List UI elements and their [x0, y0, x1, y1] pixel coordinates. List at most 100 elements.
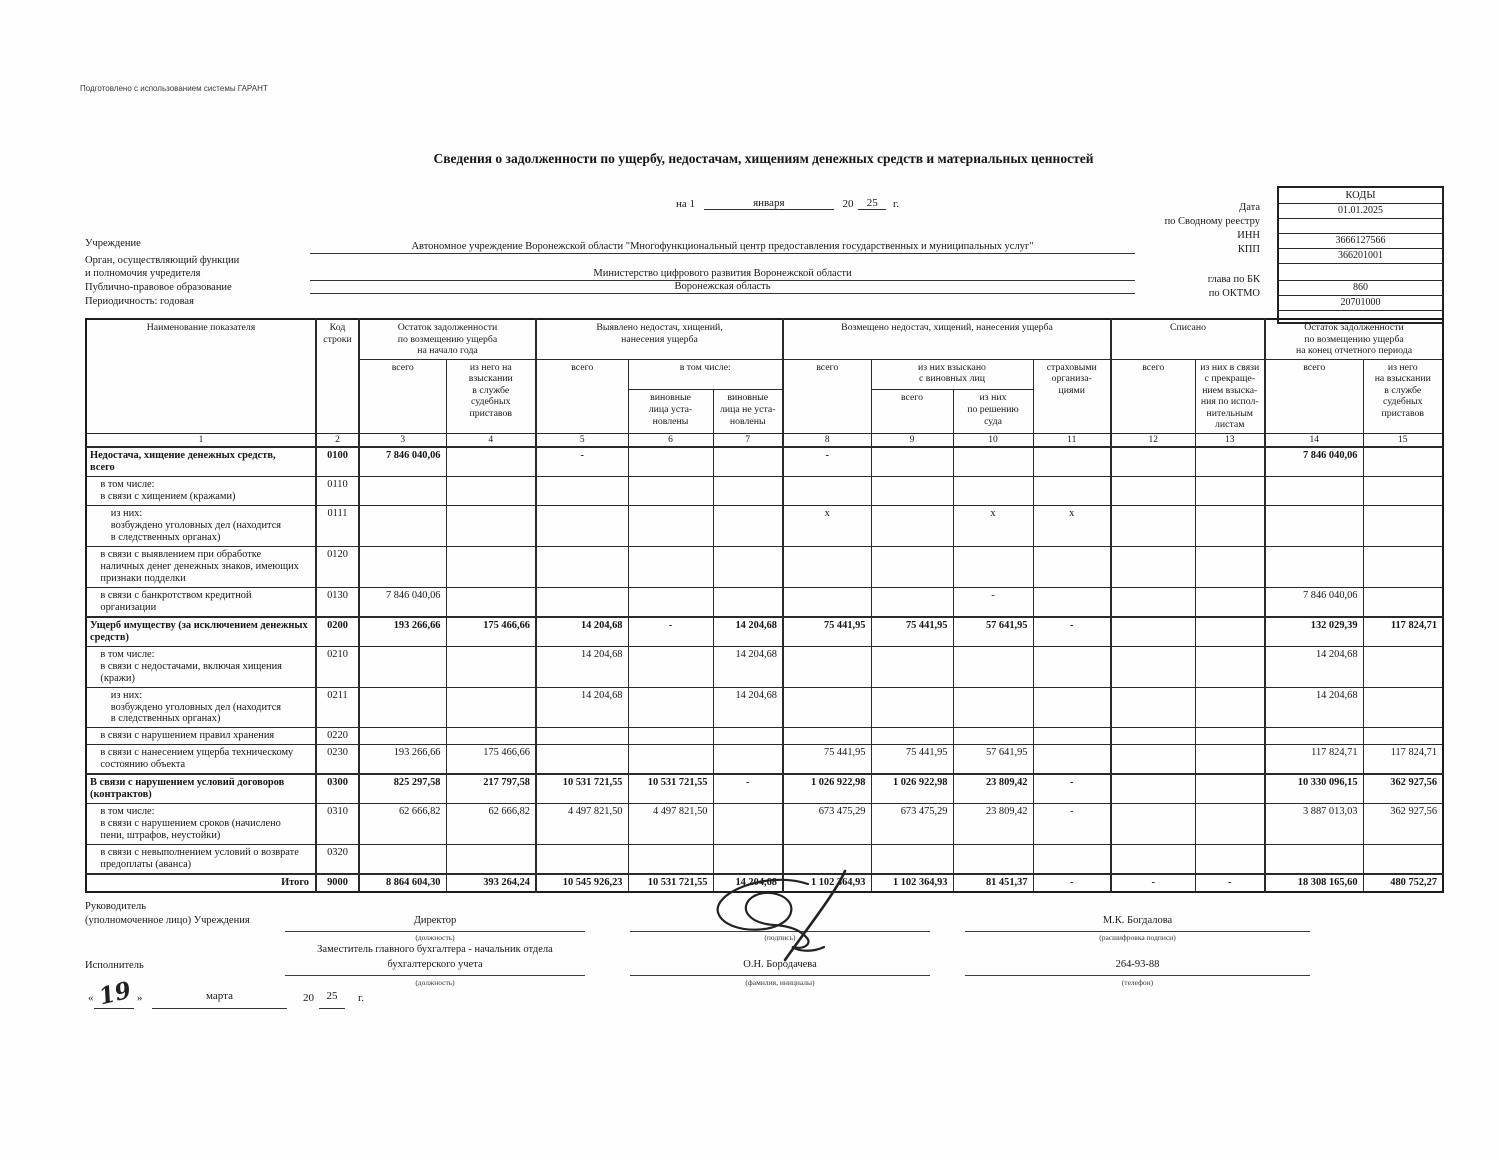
cell-col5 [535, 744, 629, 775]
head-code: Код строки [315, 318, 360, 434]
cell-col11: x [1032, 505, 1112, 548]
cell-indicator-name: в том числе: в связи с хищением (кражами… [85, 476, 317, 507]
date-label: Дата [1239, 202, 1260, 213]
executor-position-line1: Заместитель главного бухгалтера - началь… [317, 944, 553, 955]
cell-col10 [952, 546, 1034, 588]
cell-col15 [1362, 645, 1444, 688]
cell-col7 [712, 586, 784, 618]
cell-col6: 10 531 721,55 [627, 773, 714, 805]
cell-col11 [1032, 686, 1112, 729]
cell-col3: 62 666,82 [358, 803, 447, 846]
cell-col3 [358, 645, 447, 688]
cell-col15 [1362, 505, 1444, 548]
cell-line-code: 0120 [315, 546, 360, 588]
footer-year-underlined: 25 [319, 990, 345, 1009]
head-reimbursed-group: Возмещено недостач, хищений, нанесения у… [782, 318, 1112, 360]
cell-line-code: 0310 [315, 803, 360, 846]
cell-col10 [952, 727, 1034, 746]
table-row: в том числе: в связи с нарушением сроков… [85, 803, 1444, 846]
cell-col10: - [952, 586, 1034, 618]
cell-col8: 1 026 922,98 [782, 773, 872, 805]
cell-col10: x [952, 505, 1034, 548]
cell-indicator-name: в том числе: в связи с недостачами, вклю… [85, 645, 317, 688]
cell-line-code: 0220 [315, 727, 360, 746]
position-caption: (должность) [415, 933, 455, 942]
cell-line-code: 0210 [315, 645, 360, 688]
cell-col9 [870, 476, 954, 507]
cell-col5 [535, 546, 629, 588]
registry-value [1279, 219, 1442, 234]
cell-col12 [1110, 773, 1196, 805]
colnum-5: 5 [535, 432, 629, 449]
cell-col12 [1110, 645, 1196, 688]
signature-caption: (подпись) [764, 933, 796, 942]
footer-month-underlined: марта [152, 990, 287, 1009]
debt-table: Наименование показателя Код строки Остат… [85, 318, 1445, 893]
cell-col11 [1032, 727, 1112, 746]
debt-table-wrapper: Наименование показателя Код строки Остат… [85, 318, 1445, 893]
cell-col8 [782, 645, 872, 688]
cell-col10: 23 809,42 [952, 773, 1034, 805]
head-name-line: М.К. Богдалова [965, 909, 1310, 932]
cell-col9: 75 441,95 [870, 744, 954, 775]
cell-col10: 57 641,95 [952, 615, 1034, 647]
cell-indicator-name: Недостача, хищение денежных средств, все… [85, 446, 317, 478]
executor-name-line: О.Н. Бородачева [630, 953, 930, 976]
cell-col8 [782, 727, 872, 746]
cell-col7: 14 204,68 [712, 686, 784, 729]
cell-col4 [445, 844, 537, 875]
cell-line-code: 9000 [315, 872, 360, 893]
cell-col10: 81 451,37 [952, 872, 1034, 893]
cell-col8: 75 441,95 [782, 615, 872, 647]
table-row: в связи с невыполнением условий о возвра… [85, 844, 1444, 875]
cell-col6: 10 531 721,55 [627, 872, 714, 893]
cell-col6 [627, 645, 714, 688]
registry-label: по Сводному реестру [1164, 216, 1260, 227]
date-century: 20 [842, 198, 854, 210]
cell-col9 [870, 586, 954, 618]
footer-date-suffix: г. [358, 992, 365, 1004]
cell-col15: 117 824,71 [1362, 744, 1444, 775]
cell-col11 [1032, 844, 1112, 875]
cell-col13 [1194, 586, 1266, 618]
colnum-9: 9 [870, 432, 954, 449]
cell-col13 [1194, 505, 1266, 548]
cell-line-code: 0110 [315, 476, 360, 507]
codes-box: КОДЫ 01.01.2025 3666127566 366201001 860… [1277, 186, 1444, 324]
cell-col13: - [1194, 872, 1266, 893]
cell-col7 [712, 476, 784, 507]
cell-col7: - [712, 773, 784, 805]
colnum-13: 13 [1194, 432, 1266, 449]
cell-line-code: 0300 [315, 773, 360, 805]
cell-indicator-name: В связи с нарушением условий договоров (… [85, 773, 317, 805]
cell-col7: 14 204,68 [712, 645, 784, 688]
colnum-2: 2 [315, 432, 360, 449]
cell-col8: 75 441,95 [782, 744, 872, 775]
head-col10: из них по решению суда [952, 389, 1034, 434]
head-col13: из них в связи с прекраще- нием взыска- … [1194, 358, 1266, 434]
cell-col10: 57 641,95 [952, 744, 1034, 775]
cell-col13 [1194, 744, 1266, 775]
cell-col3: 193 266,66 [358, 744, 447, 775]
cell-indicator-name: из них: возбуждено уголовных дел (находи… [85, 686, 317, 729]
cell-col8: 673 475,29 [782, 803, 872, 846]
colnum-11: 11 [1032, 432, 1112, 449]
cell-col13 [1194, 803, 1266, 846]
cell-col11: - [1032, 615, 1112, 647]
head-identified-group: Выявлено недостач, хищений, нанесения ущ… [535, 318, 784, 360]
cell-col6: - [627, 615, 714, 647]
cell-col11 [1032, 546, 1112, 588]
cell-col3: 193 266,66 [358, 615, 447, 647]
cell-col6 [627, 744, 714, 775]
cell-col4 [445, 645, 537, 688]
cell-col12 [1110, 686, 1196, 729]
cell-col4: 217 797,58 [445, 773, 537, 805]
cell-col15 [1362, 727, 1444, 746]
cell-col6 [627, 505, 714, 548]
table-row: Ущерб имуществу (за исключением денежных… [85, 615, 1444, 647]
oktmo-value: 20701000 [1279, 296, 1442, 311]
cell-col12 [1110, 476, 1196, 507]
cell-col11 [1032, 476, 1112, 507]
cell-line-code: 0230 [315, 744, 360, 775]
